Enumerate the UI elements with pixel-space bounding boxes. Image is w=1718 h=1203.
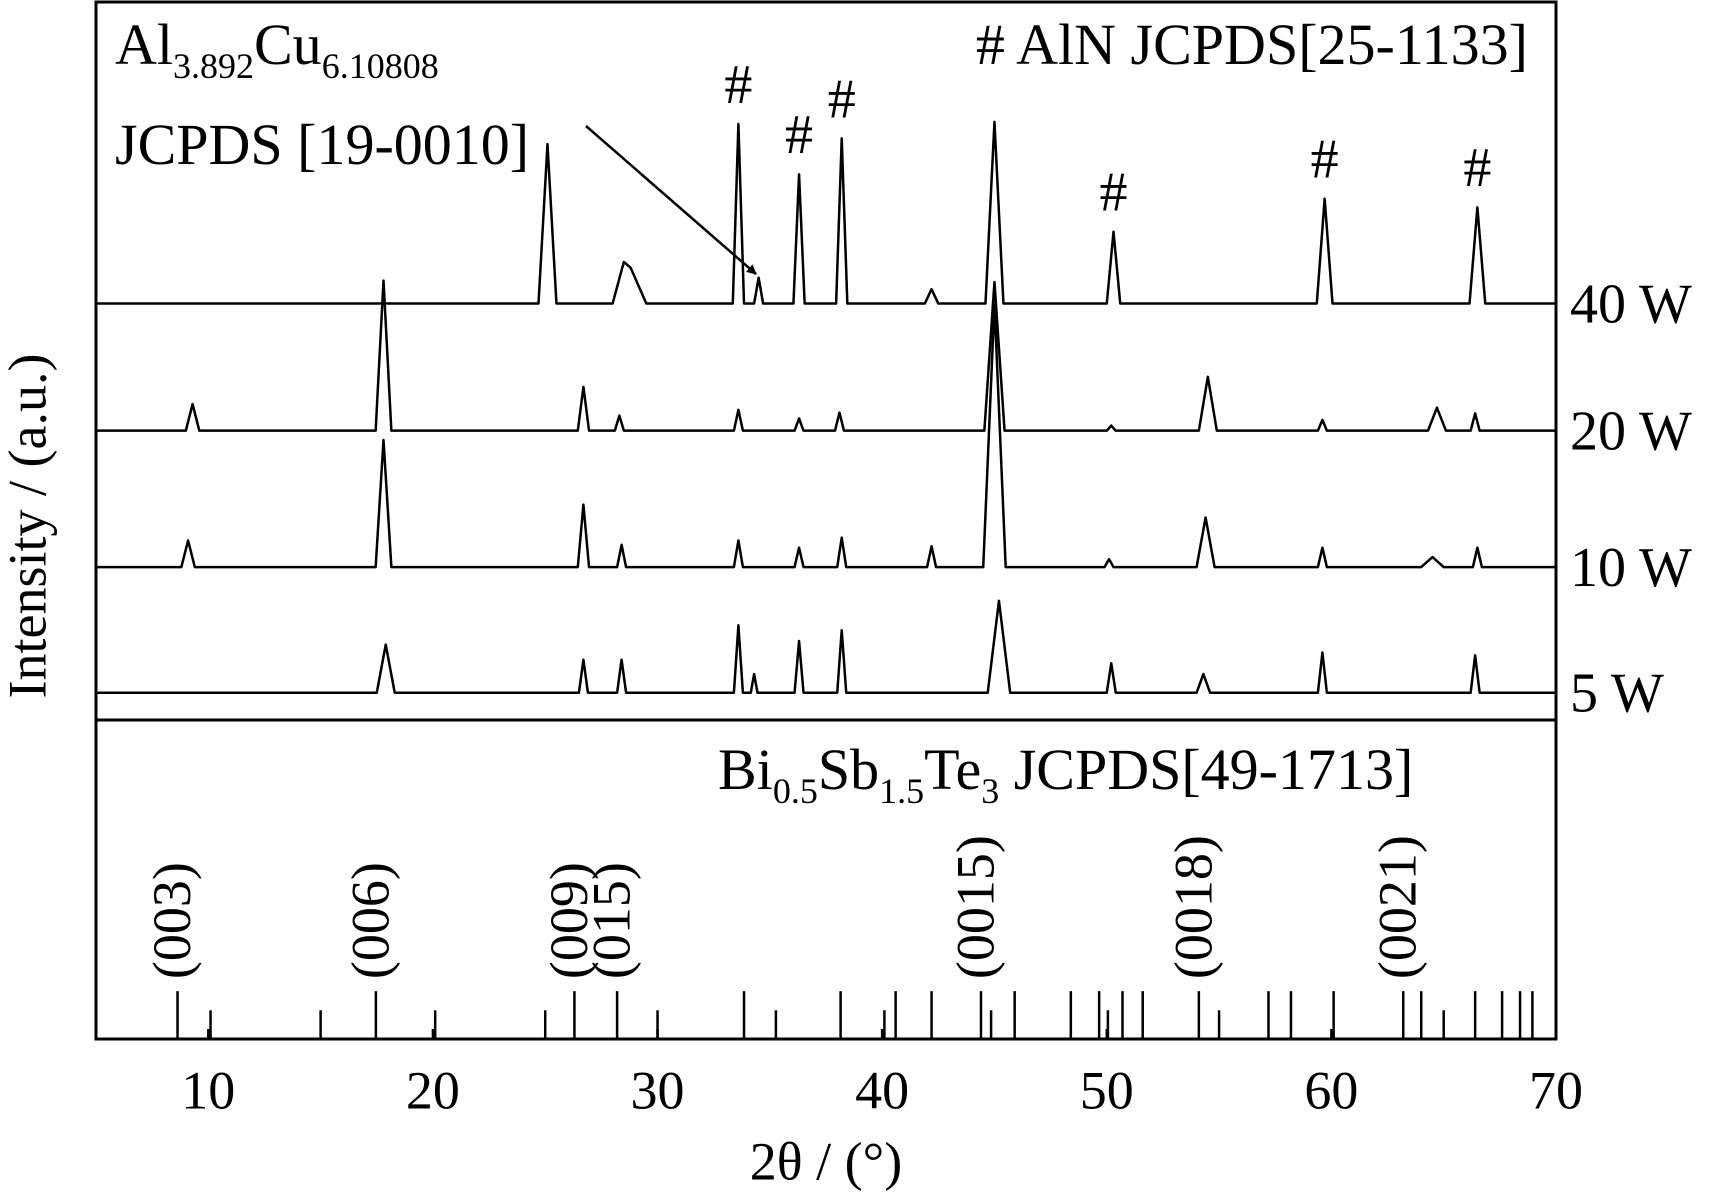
x-tick-label: 40 (855, 1060, 909, 1120)
peak-marker: # (828, 68, 856, 130)
peak-marker: # (724, 54, 752, 116)
x-tick-label: 50 (1080, 1060, 1134, 1120)
subscript: 6.10808 (322, 46, 439, 86)
plot-frame (94, 0, 1558, 1041)
subscript: 3 (981, 771, 999, 811)
formula-part: Cu (254, 12, 322, 77)
peak-marker: # (1463, 137, 1491, 199)
x-tick-label: 20 (406, 1060, 460, 1120)
series-label: 20 W (1570, 400, 1692, 462)
aln-reference: # AlN JCPDS[25-1133] (976, 12, 1528, 77)
phase-formula: Al3.892Cu6.10808 (115, 12, 439, 86)
peak-marker: # (1311, 129, 1339, 191)
subscript: 3.892 (173, 46, 254, 86)
x-tick-label: 60 (1304, 1060, 1358, 1120)
bst-reference: Bi0.5Sb1.5Te3 JCPDS[49-1713] (718, 737, 1413, 811)
subscript: 0.5 (773, 771, 818, 811)
x-tick-label: 70 (1529, 1060, 1583, 1120)
pattern-line (96, 279, 1556, 432)
pattern-line (96, 120, 1556, 305)
formula-part: Sb (818, 737, 879, 802)
formula-part: JCPDS[49-1713] (999, 737, 1413, 802)
hkl-label: (006) (340, 862, 400, 979)
pattern-line (96, 302, 1556, 569)
peak-marker: # (1100, 162, 1128, 224)
x-axis-label: 2θ / (°) (750, 1131, 902, 1191)
hkl-label: (015) (581, 862, 641, 979)
pattern-line (96, 599, 1556, 694)
series-label: 40 W (1570, 273, 1692, 335)
series-label: 5 W (1570, 663, 1664, 725)
hkl-label: (0015) (945, 835, 1005, 979)
hkl-label: (0021) (1368, 835, 1428, 979)
phase-reference: JCPDS [19-0010] (115, 112, 529, 177)
subscript: 1.5 (879, 771, 924, 811)
hkl-label: (003) (142, 862, 202, 979)
x-tick-label: 30 (631, 1060, 685, 1120)
annotation-arrow (585, 125, 757, 275)
hkl-label: (0018) (1163, 835, 1223, 979)
hkl-label: (009) (539, 862, 599, 979)
formula-part: Te (924, 737, 981, 802)
formula-part: Bi (718, 737, 773, 802)
formula-part: Al (115, 12, 173, 77)
series-label: 10 W (1570, 537, 1692, 599)
y-axis-label: Intensity / (a.u.) (0, 354, 57, 699)
peak-marker: # (785, 104, 813, 166)
x-tick-label: 10 (181, 1060, 235, 1120)
